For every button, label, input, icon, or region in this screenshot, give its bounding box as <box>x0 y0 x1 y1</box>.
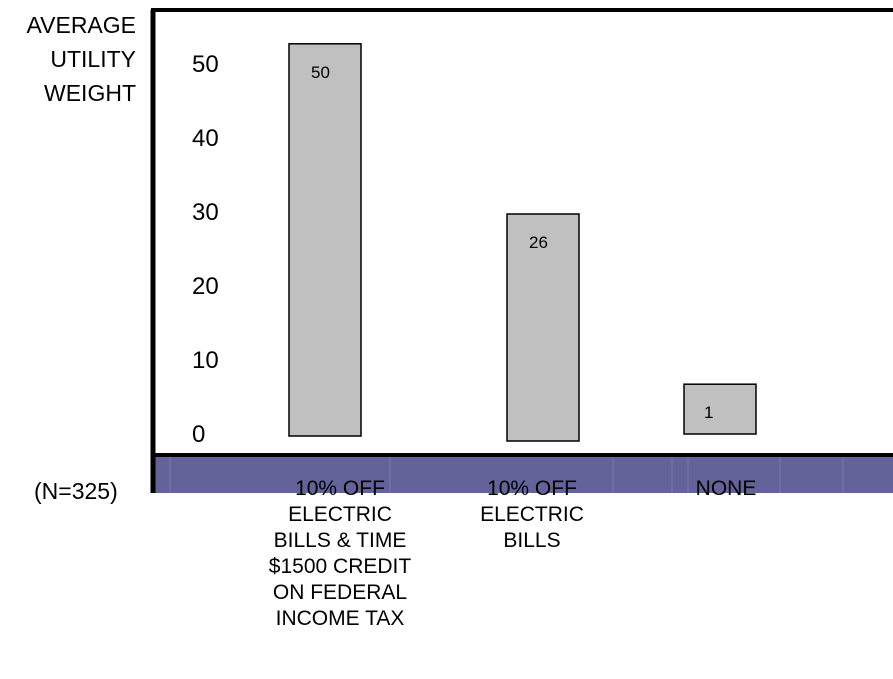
x-category-label-line: INCOME TAX <box>275 607 405 630</box>
floor-band <box>153 455 893 493</box>
bar-data-label: 26 <box>529 233 548 252</box>
bar-data-label: 1 <box>704 403 713 422</box>
y-tick-label: 0 <box>192 421 205 448</box>
bar <box>683 383 757 435</box>
y-tick-label: 20 <box>192 273 219 300</box>
bar-data-label: 50 <box>311 63 330 82</box>
x-category-label: 10% OFF ELECTRIC BILLS & TIME $1500 CREDIT O… <box>240 476 440 632</box>
x-category-label-line: BILLS <box>503 529 561 552</box>
y-tick-label: 30 <box>192 199 219 226</box>
y-axis-title: AVERAGE UTILITY WEIGHT <box>27 8 137 110</box>
x-category-label-line: $1500 CREDIT <box>268 555 412 578</box>
y-tick-label: 50 <box>192 51 219 78</box>
x-category-label: 10% OFF ELECTRIC BILLS <box>432 476 632 554</box>
y-axis-title-line: WEIGHT <box>44 80 136 106</box>
x-category-label-line: 10% OFF <box>295 477 385 500</box>
x-category-label-line: BILLS & TIME <box>273 529 407 552</box>
x-category-label: NONE <box>626 476 826 502</box>
x-category-label-line: ON FEDERAL <box>272 581 408 604</box>
x-category-label-line: ELECTRIC <box>288 503 392 526</box>
x-category-label-line: 10% OFF <box>487 477 577 500</box>
y-tick-label: 40 <box>192 125 219 152</box>
bar <box>288 43 362 437</box>
sample-size-note: (N=325) <box>34 478 118 504</box>
x-category-label-line: ELECTRIC <box>480 503 584 526</box>
y-axis-title-line: UTILITY <box>50 46 136 72</box>
x-category-label-line: NONE <box>695 477 757 500</box>
bar <box>506 213 580 442</box>
y-tick-label: 10 <box>192 347 219 374</box>
y-axis-title-line: AVERAGE <box>26 12 137 38</box>
